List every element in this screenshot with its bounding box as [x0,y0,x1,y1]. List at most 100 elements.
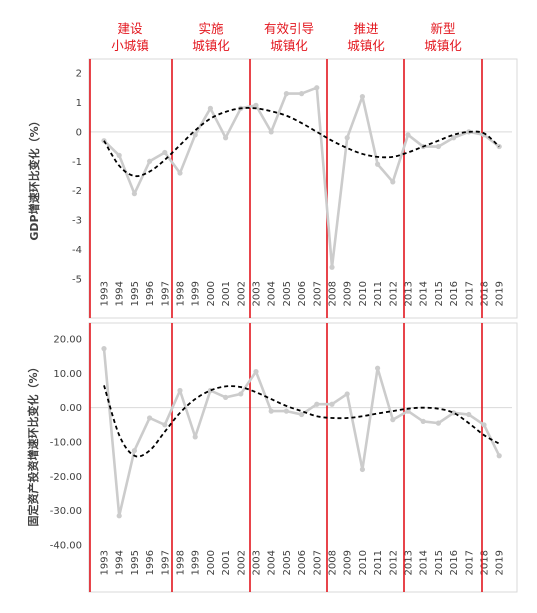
x-tick-label: 2017 [464,550,475,575]
x-tick-label: 2011 [373,550,384,575]
data-point [131,191,137,197]
data-point [329,264,335,270]
x-tick-label: 2003 [252,281,263,306]
data-point [147,415,153,421]
data-point [192,132,198,138]
x-tick-label: 2018 [480,281,491,306]
x-tick-label: 2013 [404,550,415,575]
x-tick-label: 2013 [404,281,415,306]
trend-curve [103,385,500,458]
data-point [435,143,441,150]
y-tick-label: -20.00 [50,472,82,483]
x-tick-label: 2004 [267,550,278,575]
x-tick-label: 2001 [221,550,232,575]
data-point [375,365,381,371]
data-point [359,93,365,100]
x-tick-label: 2010 [358,550,369,575]
x-tick-label: 2002 [236,281,247,306]
x-tick-label: 2001 [221,281,232,306]
y-axis-label: GDP增速环比变化（%） [27,115,41,240]
data-point [299,411,305,418]
y-tick-label: -4 [72,245,82,256]
data-point [147,158,153,164]
data-point [329,401,335,407]
y-axis-ticks: 20.00 10.00 0.00 -10.00 -20.00 -30.00 -40.00 [50,335,82,552]
x-tick-label: 1995 [130,550,141,575]
data-point [131,447,137,454]
phase-dividers [89,323,483,592]
data-point [344,135,350,141]
x-tick-label: 1993 [100,281,111,306]
phase-label-5-line-2: 城镇化 [424,38,462,53]
data-point [238,391,244,397]
x-tick-label: 1997 [160,550,171,575]
x-tick-label: 1995 [130,281,141,306]
data-point [314,401,320,407]
x-tick-label: 2018 [480,550,491,575]
x-tick-label: 2019 [495,550,506,575]
x-tick-label: 1999 [191,550,202,575]
x-axis-ticks: 1993 1994 1995 1996 1997 1998 1999 2000 2001 2002… [100,281,506,306]
data-point [207,105,213,111]
data-point [283,91,289,97]
panel-frame [88,322,518,593]
phase-label-4-line-2: 城镇化 [347,38,385,53]
x-tick-label: 1998 [176,281,187,306]
phase-label-3-line-2: 城镇化 [270,38,308,53]
y-axis-label: 固定资产投资增速环比变化（%） [26,361,40,526]
data-point [420,418,426,424]
x-tick-label: 2016 [449,281,460,306]
fixed-investment-growth-chart: 20.00 10.00 0.00 -10.00 -20.00 -30.00 -40.00 固定… [26,322,518,593]
data-point [405,132,411,138]
x-tick-label: 2009 [343,281,354,306]
x-tick-label: 2006 [297,281,308,306]
x-tick-label: 1993 [100,550,111,575]
y-axis-ticks: 2 1 0 -1 -2 -3 -4 -5 [72,69,82,286]
phase-label-3-line-1: 有效引导 [264,21,314,36]
y-tick-label: -3 [72,216,82,227]
x-tick-label: 1996 [145,550,156,575]
x-tick-label: 1997 [160,281,171,306]
x-tick-label: 2003 [252,550,263,575]
phase-label-5-line-1: 新型 [430,21,455,36]
data-point [359,466,365,473]
data-point [314,85,320,91]
x-tick-label: 2004 [267,281,278,306]
data-point [116,152,122,158]
x-tick-label: 1994 [115,281,126,306]
x-tick-label: 2014 [419,281,430,306]
phase-dividers [89,59,483,318]
y-tick-label: 0.00 [60,403,82,414]
y-tick-label: -1 [72,157,82,168]
x-tick-label: 1999 [191,281,202,306]
actual-series-line [102,348,501,518]
data-point [162,422,168,428]
phase-label-1-line-1: 建设 [117,21,143,36]
x-tick-label: 2005 [282,550,293,575]
data-point [253,369,259,375]
data-point [177,170,183,176]
phase-label-2-line-2: 城镇化 [192,38,230,53]
x-tick-label: 2008 [328,550,339,575]
y-tick-label: 2 [76,69,82,80]
data-point [299,91,305,97]
x-tick-label: 2000 [206,550,217,575]
phase-label-4-line-1: 推进 [353,21,379,36]
x-tick-label: 2010 [358,281,369,306]
y-tick-label: 0 [76,127,82,138]
actual-series-points [101,85,502,270]
y-tick-label: 1 [76,98,82,109]
actual-series-line [103,86,500,269]
x-tick-label: 2012 [388,281,399,306]
data-point [435,420,441,426]
data-point [451,135,457,141]
trend-curve [103,107,500,178]
data-point [253,102,259,108]
data-point [268,408,274,414]
y-tick-label: -40.00 [50,541,82,552]
x-tick-label: 1994 [115,550,126,575]
x-tick-label: 2015 [434,550,445,575]
